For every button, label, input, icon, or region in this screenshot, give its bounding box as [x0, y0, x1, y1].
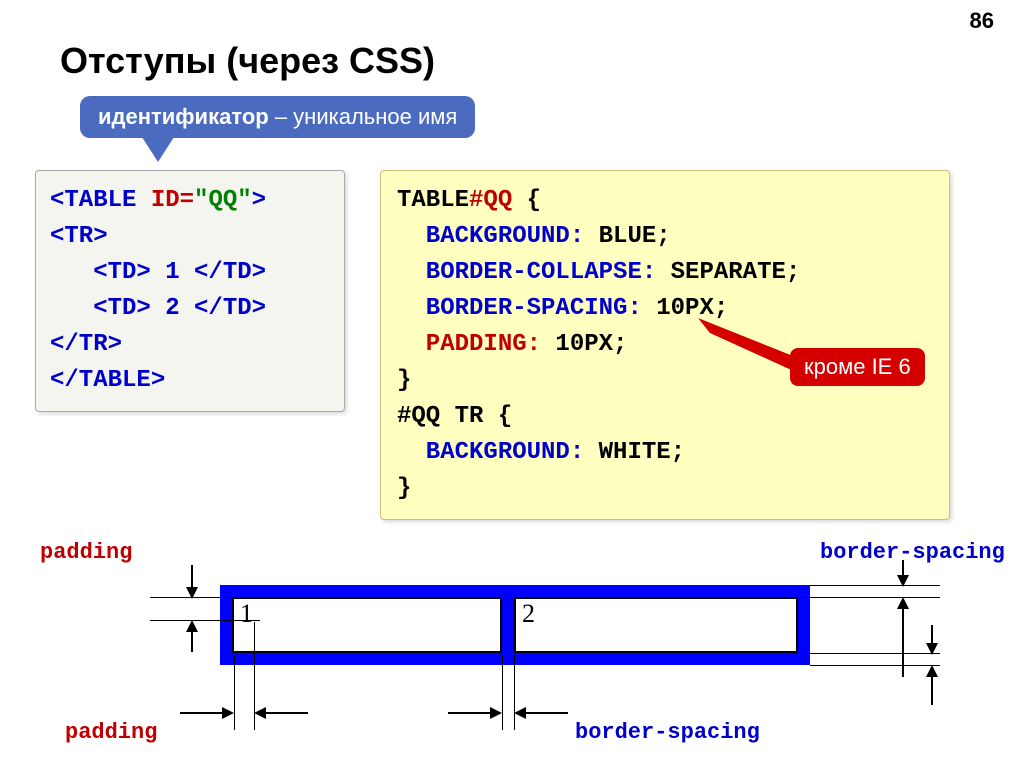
table-cell-1: 1: [232, 597, 502, 653]
guide-line: [191, 630, 193, 652]
callout-bold: идентификатор: [98, 104, 269, 129]
guide-line: [931, 675, 933, 705]
guide-line: [902, 560, 904, 578]
code-line: </TR>: [50, 327, 330, 363]
code-token: WHITE;: [584, 439, 685, 466]
label-padding-top: padding: [40, 540, 132, 565]
code-line: TABLE#QQ {: [397, 183, 933, 219]
guide-line: [810, 585, 940, 586]
code-html-box: <TABLE ID="QQ"> <TR> <TD> 1 </TD> <TD> 2…: [35, 170, 345, 412]
guide-line: [524, 712, 568, 714]
code-token: #QQ: [469, 187, 512, 214]
guide-line: [800, 653, 940, 654]
code-css-box: TABLE#QQ { BACKGROUND: BLUE; BORDER-COLL…: [380, 170, 950, 520]
guide-line: [180, 712, 224, 714]
guide-line: [150, 620, 260, 621]
code-line: BACKGROUND: WHITE;: [397, 435, 933, 471]
code-line: #QQ TR {: [397, 399, 933, 435]
guide-line: [502, 655, 503, 730]
code-token: <TABLE: [50, 187, 151, 214]
code-token: BACKGROUND:: [397, 223, 584, 250]
page-title: Отступы (через CSS): [60, 40, 435, 82]
code-line: <TABLE ID="QQ">: [50, 183, 330, 219]
code-token: BACKGROUND:: [397, 439, 584, 466]
code-line: <TD> 2 </TD>: [50, 291, 330, 327]
code-token: >: [252, 187, 266, 214]
code-token: 10PX;: [541, 331, 627, 358]
code-token: PADDING:: [397, 331, 541, 358]
callout-rest: – уникальное имя: [269, 104, 458, 129]
code-token: "QQ": [194, 187, 252, 214]
guide-line: [810, 665, 940, 666]
label-border-spacing-top: border-spacing: [820, 540, 1005, 565]
callout-identifier: идентификатор – уникальное имя: [80, 96, 475, 138]
code-token: SEPARATE;: [656, 259, 800, 286]
page-number: 86: [970, 8, 994, 34]
guide-line: [931, 625, 933, 645]
code-token: ID=: [151, 187, 194, 214]
code-line: BACKGROUND: BLUE;: [397, 219, 933, 255]
code-token: BORDER-COLLAPSE:: [397, 259, 656, 286]
guide-line: [800, 597, 940, 598]
label-border-spacing-bottom: border-spacing: [575, 720, 760, 745]
guide-line: [448, 712, 492, 714]
guide-line: [902, 607, 904, 677]
code-token: BLUE;: [584, 223, 670, 250]
callout-tail-icon: [140, 134, 176, 162]
guide-line: [150, 597, 270, 598]
guide-line: [191, 565, 193, 589]
guide-line: [234, 655, 235, 730]
diagram-area: padding border-spacing padding border-sp…: [0, 540, 1024, 765]
guide-line: [264, 712, 308, 714]
code-line: <TD> 1 </TD>: [50, 255, 330, 291]
code-token: TABLE: [397, 187, 469, 214]
code-token: {: [512, 187, 541, 214]
label-padding-bottom: padding: [65, 720, 157, 745]
code-token: BORDER-SPACING:: [397, 295, 642, 322]
code-line: BORDER-COLLAPSE: SEPARATE;: [397, 255, 933, 291]
code-line: BORDER-SPACING: 10PX;: [397, 291, 933, 327]
code-line: <TR>: [50, 219, 330, 255]
code-line: </TABLE>: [50, 363, 330, 399]
code-line: }: [397, 471, 933, 507]
table-cell-2: 2: [514, 597, 798, 653]
ie6-callout: кроме IE 6: [790, 348, 925, 386]
